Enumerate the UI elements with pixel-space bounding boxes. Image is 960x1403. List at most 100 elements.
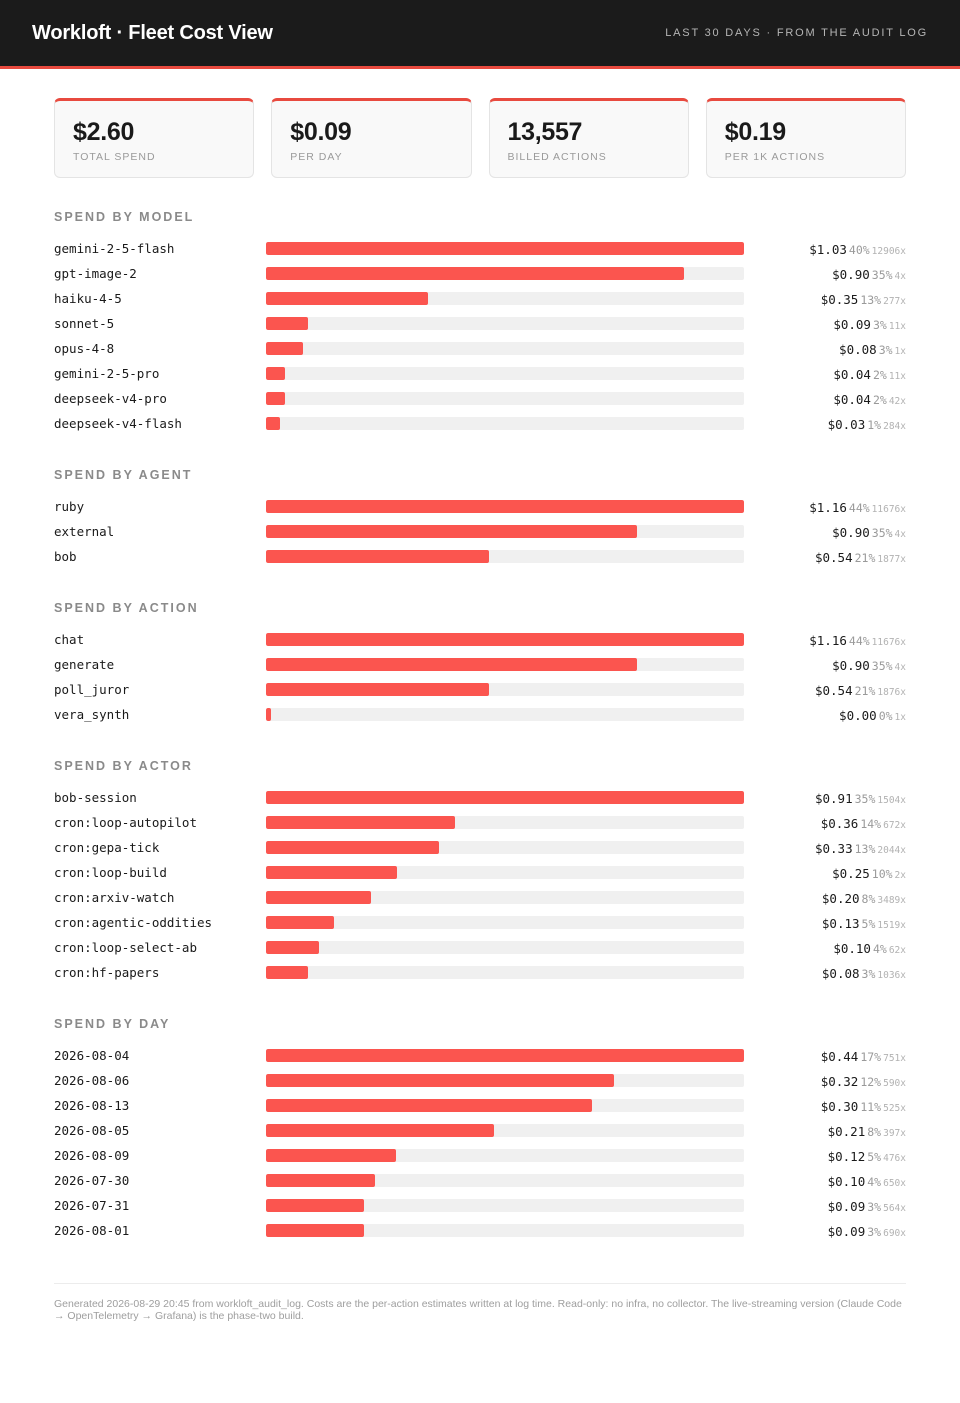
- bar-percent-label: 35%: [871, 659, 893, 673]
- bar: [266, 708, 271, 721]
- bar-row: deepseek-v4-pro $0.04 2% 42x: [54, 386, 906, 411]
- bar-stats: $0.91 35% 1504x: [744, 788, 906, 807]
- bar-stats: $0.12 5% 476x: [744, 1146, 906, 1165]
- bar-percent-label: 13%: [860, 293, 882, 307]
- bar-count-label: 11x: [888, 371, 906, 382]
- bar-row: deepseek-v4-flash $0.03 1% 284x: [54, 411, 906, 436]
- bar-count-label: 4x: [894, 662, 906, 673]
- bar-cost-label: $1.16: [809, 500, 847, 515]
- section-title: SPEND BY AGENT: [54, 468, 193, 482]
- bar-label: 2026-08-05: [54, 1123, 130, 1138]
- bar-row: sonnet-5 $0.09 3% 11x: [54, 311, 906, 336]
- summary-card-per-1k-actions: $0.19 PER 1K ACTIONS: [705, 98, 906, 178]
- bar-count-label: 525x: [883, 1103, 906, 1114]
- bar-row: vera_synth $0.00 0% 1x: [54, 702, 906, 727]
- bar-label: bob-session: [54, 790, 137, 805]
- bar-track: [266, 816, 744, 829]
- bar-label: 2026-08-09: [54, 1148, 130, 1163]
- bar-percent-label: 35%: [871, 268, 893, 282]
- summary-card-per-day: $0.09 PER DAY: [271, 98, 472, 178]
- bar-count-label: 590x: [883, 1078, 906, 1089]
- card-label: PER DAY: [290, 151, 343, 163]
- bar-row: cron:loop-build $0.25 10% 2x: [54, 860, 906, 885]
- bar-percent-label: 14%: [860, 817, 882, 831]
- bar: [266, 367, 285, 380]
- bar-label: chat: [54, 632, 85, 647]
- bar-stats: $0.08 3% 1036x: [744, 963, 906, 982]
- bar-percent-label: 1%: [867, 418, 882, 432]
- bar-percent-label: 10%: [871, 867, 893, 881]
- bar-cost-label: $0.04: [833, 367, 871, 382]
- bar-row: external $0.90 35% 4x: [54, 519, 906, 544]
- bar-stats: $0.90 35% 4x: [744, 264, 906, 283]
- bar-cost-label: $0.91: [814, 791, 853, 806]
- bar: [266, 1199, 364, 1212]
- bar-track: [266, 500, 744, 513]
- bar-track: [266, 683, 744, 696]
- bar-count-label: 42x: [888, 396, 906, 407]
- bar-cost-label: $0.32: [820, 1074, 859, 1089]
- bar-cost-label: $0.09: [827, 1199, 866, 1214]
- bar-label: vera_synth: [54, 707, 130, 722]
- bar-label: ruby: [54, 499, 85, 514]
- bar-label: bob: [54, 549, 77, 564]
- bar-stats: $0.90 35% 4x: [744, 655, 906, 674]
- bar-stats: $0.30 11% 525x: [744, 1096, 906, 1115]
- bar-cost-label: $0.12: [827, 1149, 866, 1164]
- bar-stats: $0.04 2% 11x: [744, 364, 906, 383]
- bar-cost-label: $0.90: [832, 525, 870, 540]
- card-value: 13,557: [507, 118, 583, 146]
- section-title: SPEND BY DAY: [54, 1017, 171, 1031]
- bar-count-label: 751x: [883, 1053, 906, 1064]
- bar-row: cron:hf-papers $0.08 3% 1036x: [54, 960, 906, 985]
- bar: [266, 1099, 592, 1112]
- bar: [266, 1049, 744, 1062]
- bar-cost-label: $0.90: [832, 267, 870, 282]
- chart-section: SPEND BY MODEL gemini-2-5-flash $1.03 40% 12…: [54, 209, 906, 436]
- bar-stats: $0.21 8% 397x: [744, 1121, 906, 1140]
- bar-stats: $0.20 8% 3489x: [744, 888, 906, 907]
- bar-stats: $0.13 5% 1519x: [744, 913, 906, 932]
- summary-card-billed-actions: 13,557 BILLED ACTIONS: [488, 98, 689, 178]
- bar-track: [266, 1174, 744, 1187]
- bar: [266, 525, 637, 538]
- bar-percent-label: 3%: [867, 1200, 882, 1214]
- bar-row: gemini-2-5-pro $0.04 2% 11x: [54, 361, 906, 386]
- bar-percent-label: 8%: [861, 892, 876, 906]
- bar-track: [266, 342, 744, 355]
- bar-label: 2026-08-13: [54, 1098, 130, 1113]
- bar-label: cron:loop-select-ab: [54, 940, 197, 955]
- bar-row: 2026-07-31 $0.09 3% 564x: [54, 1193, 906, 1218]
- bar-track: [266, 941, 744, 954]
- bar-row: poll_juror $0.54 21% 1876x: [54, 677, 906, 702]
- bar-row: 2026-07-30 $0.10 4% 650x: [54, 1168, 906, 1193]
- bar: [266, 791, 744, 804]
- bar-track: [266, 1074, 744, 1087]
- bar-count-label: 1036x: [877, 970, 906, 981]
- bar-track: [266, 708, 744, 721]
- bar-count-label: 650x: [883, 1178, 906, 1189]
- bar-track: [266, 791, 744, 804]
- bar-percent-label: 5%: [867, 1150, 882, 1164]
- bar: [266, 891, 372, 904]
- bar-track: [266, 1199, 744, 1212]
- bar-track: [266, 392, 744, 405]
- bar-stats: $0.04 2% 42x: [744, 389, 906, 408]
- bar-stats: $0.10 4% 650x: [744, 1171, 906, 1190]
- bar: [266, 500, 744, 513]
- bar-percent-label: 3%: [861, 967, 876, 981]
- bar-track: [266, 1224, 744, 1237]
- bar-row: 2026-08-04 $0.44 17% 751x: [54, 1043, 906, 1068]
- bar-percent-label: 17%: [860, 1050, 882, 1064]
- summary-card-total-spend: $2.60 TOTAL SPEND: [54, 98, 255, 178]
- bar-percent-label: 44%: [848, 501, 870, 515]
- card-label: TOTAL SPEND: [73, 151, 156, 163]
- bar-stats: $0.10 4% 62x: [744, 938, 906, 957]
- bar-label: 2026-08-04: [54, 1048, 130, 1063]
- bar-cost-label: $0.09: [833, 317, 871, 332]
- bar-track: [266, 242, 744, 255]
- bar-percent-label: 2%: [872, 368, 887, 382]
- bar-stats: $0.35 13% 277x: [744, 289, 906, 308]
- bar: [266, 966, 309, 979]
- bar-stats: $0.09 3% 690x: [744, 1221, 906, 1240]
